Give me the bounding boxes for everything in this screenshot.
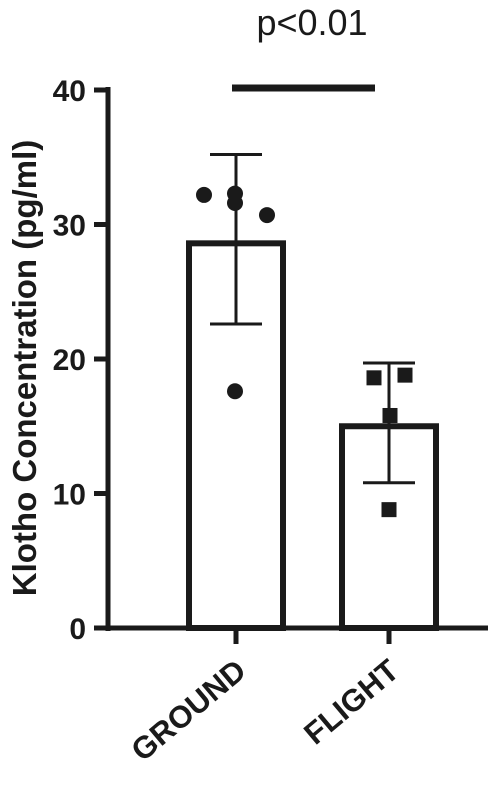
y-tick-label-10: 10	[53, 479, 86, 512]
y-tick-label-0: 0	[69, 613, 86, 646]
point-flight	[366, 370, 382, 386]
y-tick-label-40: 40	[53, 75, 86, 108]
point-flight	[381, 502, 397, 518]
y-tick-label-30: 30	[53, 210, 86, 243]
y-axis-label: Klotho Concentration (pg/ml)	[6, 140, 43, 596]
significance-annotation: p<0.01	[232, 2, 375, 92]
x-tick-label-flight: FLIGHT	[297, 653, 405, 752]
data-points	[196, 185, 413, 518]
y-tick-label-20: 20	[53, 344, 86, 377]
point-flight	[382, 407, 398, 423]
point-ground	[227, 383, 243, 400]
significance-label: p<0.01	[256, 2, 367, 43]
point-flight	[397, 367, 413, 383]
bar-flight	[339, 423, 439, 631]
point-ground	[196, 186, 212, 203]
point-ground	[227, 194, 243, 211]
x-tick-label-ground: GROUND	[124, 653, 252, 768]
bars	[186, 240, 439, 632]
point-ground	[259, 207, 275, 224]
